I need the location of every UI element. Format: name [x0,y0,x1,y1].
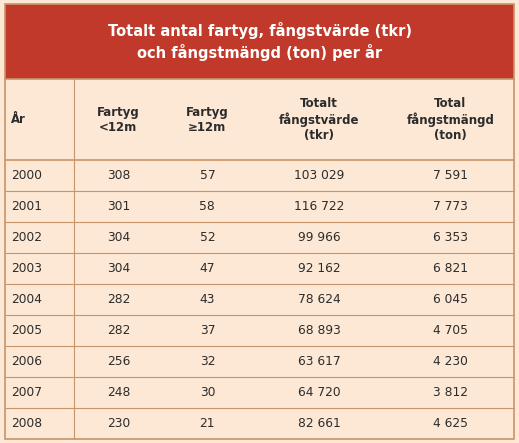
Text: 4 625: 4 625 [433,416,468,430]
Text: 30: 30 [200,386,215,399]
Text: 2008: 2008 [11,416,43,430]
Text: 6 045: 6 045 [433,293,468,306]
Text: 6 353: 6 353 [433,231,468,244]
Text: 103 029: 103 029 [294,169,345,182]
Text: 248: 248 [107,386,130,399]
Text: 256: 256 [107,355,130,368]
Text: 2004: 2004 [11,293,43,306]
Text: Fartyg
<12m: Fartyg <12m [97,105,140,134]
Text: 47: 47 [200,262,215,275]
Text: 282: 282 [107,293,130,306]
Text: 2003: 2003 [11,262,43,275]
Text: År: År [11,113,26,126]
Text: 78 624: 78 624 [298,293,340,306]
Text: 4 230: 4 230 [433,355,468,368]
Text: 99 966: 99 966 [298,231,340,244]
Text: 63 617: 63 617 [298,355,340,368]
Text: 6 821: 6 821 [433,262,468,275]
Text: Total
fångstmängd
(ton): Total fångstmängd (ton) [406,97,494,142]
Text: 2001: 2001 [11,200,43,213]
Text: 2006: 2006 [11,355,43,368]
Text: 7 773: 7 773 [433,200,468,213]
Text: 4 705: 4 705 [433,324,468,337]
Text: 2002: 2002 [11,231,43,244]
Text: 116 722: 116 722 [294,200,345,213]
Text: 282: 282 [107,324,130,337]
Text: 43: 43 [200,293,215,306]
Text: 82 661: 82 661 [298,416,340,430]
Text: 3 812: 3 812 [433,386,468,399]
Text: 308: 308 [107,169,130,182]
Text: 301: 301 [107,200,130,213]
Text: 58: 58 [199,200,215,213]
Text: 92 162: 92 162 [298,262,340,275]
Text: 2000: 2000 [11,169,43,182]
Text: Totalt
fångstvärde
(tkr): Totalt fångstvärde (tkr) [279,97,360,142]
Text: 68 893: 68 893 [298,324,340,337]
Text: 304: 304 [107,262,130,275]
Text: 7 591: 7 591 [433,169,468,182]
Text: 37: 37 [200,324,215,337]
Text: 2005: 2005 [11,324,43,337]
Text: 57: 57 [199,169,215,182]
Text: Fartyg
≥12m: Fartyg ≥12m [186,105,229,134]
Bar [5,79,514,439]
Text: 2007: 2007 [11,386,43,399]
Bar [5,4,514,79]
Text: Totalt antal fartyg, fångstvärde (tkr)
och fångstmängd (ton) per år: Totalt antal fartyg, fångstvärde (tkr) o… [107,22,412,61]
Text: 21: 21 [200,416,215,430]
Text: 52: 52 [199,231,215,244]
Text: 304: 304 [107,231,130,244]
Text: 230: 230 [107,416,130,430]
Text: 32: 32 [200,355,215,368]
Text: 64 720: 64 720 [298,386,340,399]
